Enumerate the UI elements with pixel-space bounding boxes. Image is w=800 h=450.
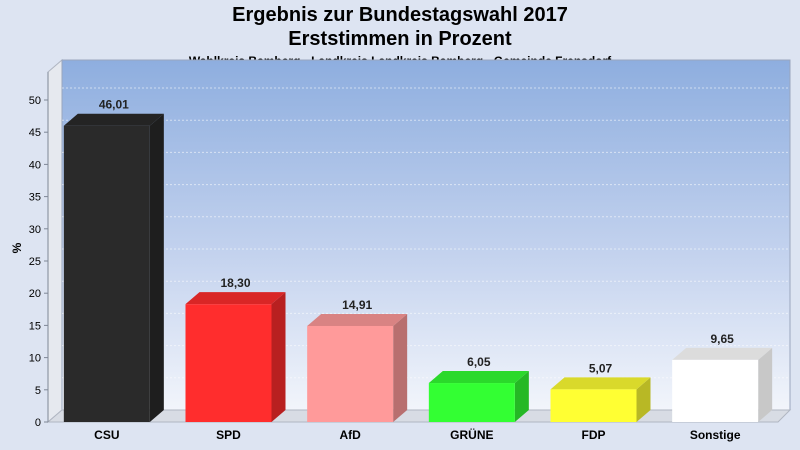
bar-side <box>149 113 164 422</box>
y-tick-label: 5 <box>35 385 41 397</box>
bar-top <box>63 113 164 126</box>
bar-sonstige <box>672 347 773 422</box>
x-tick-label: FDP <box>582 428 606 442</box>
bar-front <box>63 125 150 422</box>
bar-value-label: 9,65 <box>710 332 734 346</box>
bar-front <box>307 325 394 422</box>
bar-fdp <box>550 377 651 422</box>
bar-side <box>271 292 286 422</box>
y-tick-label: 40 <box>29 159 41 171</box>
plot-back-wall <box>61 59 791 411</box>
bar-side <box>393 313 408 422</box>
bar-side <box>758 347 773 422</box>
x-tick-label: Sonstige <box>690 428 741 442</box>
bar-top <box>307 313 408 326</box>
x-tick-label: CSU <box>94 428 119 442</box>
y-tick-label: 45 <box>29 127 41 139</box>
bar-top <box>672 347 773 360</box>
y-tick-label: 0 <box>35 417 41 429</box>
y-tick-label: 25 <box>29 256 41 268</box>
bar-top <box>550 377 651 390</box>
bar-csu <box>63 113 164 422</box>
bar-value-label: 18,30 <box>220 276 250 290</box>
y-tick-label: 20 <box>29 288 41 300</box>
plot-left-wall <box>47 58 63 424</box>
y-tick-label: 30 <box>29 224 41 236</box>
chart-subtitle: Erststimmen in Prozent <box>288 28 512 50</box>
x-tick-label: AfD <box>340 428 362 442</box>
bar-afd <box>307 313 408 422</box>
bar-value-label: 46,01 <box>99 98 129 112</box>
y-tick-label: 50 <box>29 95 41 107</box>
bar-value-label: 6,05 <box>467 355 491 369</box>
bar-front <box>185 304 272 422</box>
bar-front <box>672 359 759 422</box>
bar-top <box>428 371 529 384</box>
bar-front <box>550 389 637 422</box>
x-tick-label: GRÜNE <box>450 427 493 442</box>
chart-title: Ergebnis zur Bundestagswahl 2017 <box>232 4 568 26</box>
bar-top <box>185 292 286 305</box>
bar-grüne <box>428 371 529 422</box>
bar-front <box>428 383 515 422</box>
y-tick-label: 15 <box>29 320 41 332</box>
y-tick-label: 10 <box>29 353 41 365</box>
bar-value-label: 5,07 <box>589 361 613 375</box>
y-tick-label: 35 <box>29 192 41 204</box>
x-tick-label: SPD <box>216 428 241 442</box>
y-axis-label: % <box>10 242 24 253</box>
bar-side <box>636 377 651 422</box>
bar-side <box>514 371 529 422</box>
bar-spd <box>185 292 286 422</box>
bar-value-label: 14,91 <box>342 298 372 312</box>
